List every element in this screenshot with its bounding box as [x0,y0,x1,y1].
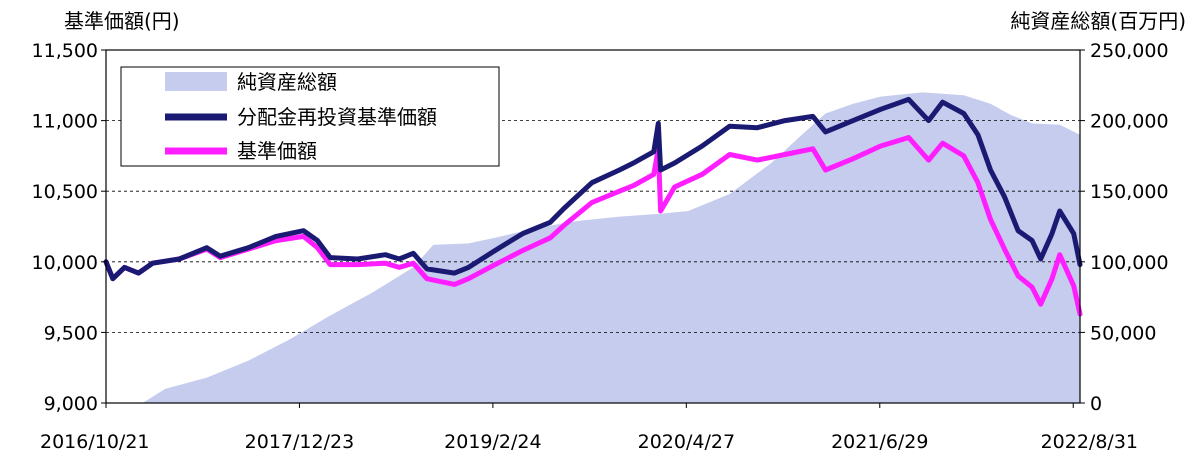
y-left-tick-label: 9,500 [44,322,98,344]
x-tick-label: 2020/4/27 [638,431,735,453]
y-left-tick-label: 11,500 [32,40,98,62]
x-tick-label: 2022/8/31 [1041,431,1138,453]
x-tick-label: 2021/6/29 [831,431,928,453]
y-right-tick-label: 50,000 [1090,322,1156,344]
y-right-tick-label: 200,000 [1090,111,1169,133]
plot-frame [105,49,1081,404]
axis-layer: 9,000 9,500 10,000 10,500 11,000 11,500 0 50,00… [32,40,1169,453]
y-left-tick-label: 11,000 [32,111,98,133]
y-right-tick-label: 150,000 [1090,181,1169,203]
line-layer [103,96,1083,317]
y-right-tick-label: 250,000 [1090,40,1169,62]
series-area-nav-total [106,92,1080,404]
legend-label-nav-total: 純資産総額 [237,70,337,94]
y-left-tick-label: 10,500 [32,181,98,203]
legend-swatch-nav-total [165,72,227,91]
series-line-nav [103,135,1083,317]
y-left-tick-label: 10,000 [32,252,98,274]
y-left-tick-label: 9,000 [44,393,98,415]
legend-label-nav: 基準価額 [237,139,317,163]
y-right-tick-label: 100,000 [1090,252,1169,274]
legend: 純資産総額 分配金再投資基準価額 基準価額 [120,66,500,167]
left-axis-title: 基準価額(円) [64,9,180,33]
area-layer [106,92,1080,404]
legend-label-reinvested: 分配金再投資基準価額 [237,105,437,129]
x-tick-label: 2019/2/24 [444,431,541,453]
x-tick-label: 2017/12/23 [245,431,355,453]
x-tick-label: 2016/10/21 [40,431,150,453]
series-line-reinvested [103,96,1083,282]
y-right-tick-label: 0 [1090,393,1102,415]
right-axis-title: 純資産総額(百万円) [1010,9,1186,33]
